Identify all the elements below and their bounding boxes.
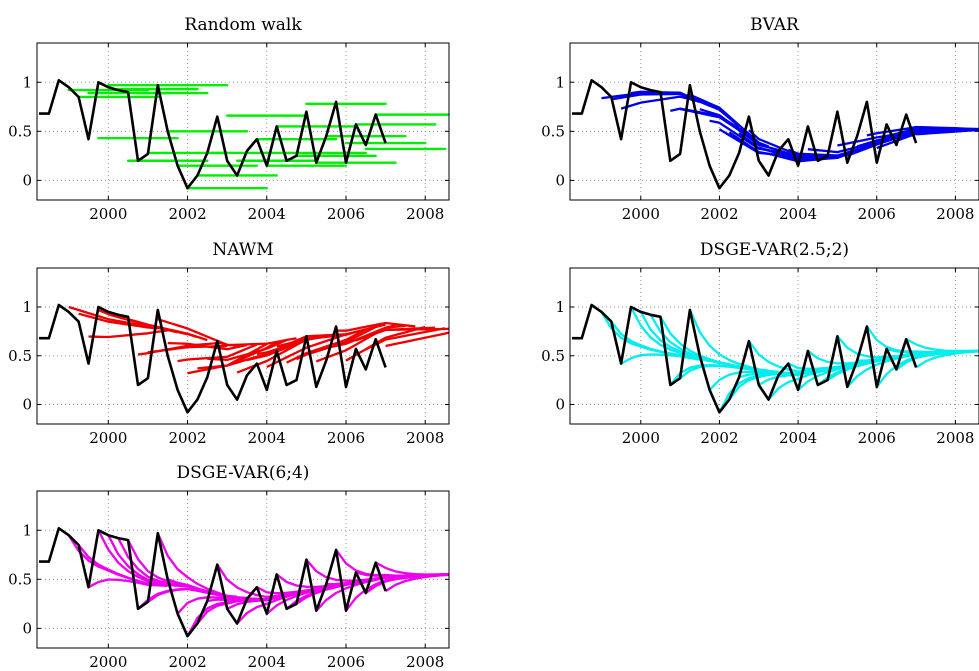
- x-tick-label: 2004: [248, 429, 286, 447]
- forecast-line: [905, 338, 979, 353]
- actual-series-line: [572, 79, 918, 190]
- x-tick-label: 2002: [168, 653, 206, 671]
- axes-frame: [36, 42, 450, 201]
- x-tick-label: 2006: [858, 429, 896, 447]
- x-tick-label: 2002: [700, 429, 738, 447]
- y-tick-label: 0.5: [8, 347, 32, 365]
- chart-panel-1: Random walk 2000 2002 2004 2006 2008 0 0.5 1: [8, 15, 450, 223]
- x-tick-label: 2008: [406, 205, 444, 223]
- forecast-line: [915, 350, 979, 369]
- forecast-series: [600, 306, 979, 413]
- y-tick-label: 0: [22, 619, 32, 637]
- y-tick-label: 0.5: [8, 570, 32, 588]
- axes-frame: [569, 267, 979, 425]
- y-tick-label: 0: [22, 171, 32, 189]
- forecast-line: [610, 320, 691, 359]
- chart-panel-5: DSGE-VAR(6;4) 2000 2002 2004 2006 2008 0 0.5 1: [8, 463, 450, 671]
- forecast-series: [601, 90, 979, 163]
- y-tick-label: 1: [22, 298, 32, 316]
- forecast-line: [77, 544, 158, 586]
- forecast-line: [336, 321, 416, 332]
- axes-frame: [36, 267, 450, 425]
- x-tick-label: 2008: [936, 429, 974, 447]
- x-tick-label: 2002: [168, 429, 206, 447]
- axes-frame: [36, 490, 450, 649]
- forecast-line: [167, 341, 248, 351]
- forecast-line: [916, 128, 979, 136]
- chart-title: DSGE-VAR(2.5;2): [700, 240, 849, 260]
- x-tick-label: 2000: [89, 429, 127, 447]
- forecast-line: [167, 578, 248, 600]
- forecast-line: [87, 578, 168, 589]
- x-tick-label: 2008: [406, 653, 444, 671]
- forecast-line: [216, 337, 297, 347]
- y-tick-label: 1: [555, 298, 565, 316]
- forecast-line: [306, 323, 386, 338]
- y-tick-label: 0: [555, 171, 565, 189]
- x-tick-label: 2006: [327, 653, 365, 671]
- y-tick-label: 0: [22, 396, 32, 414]
- chart-title: NAWM: [212, 240, 273, 260]
- forecast-line: [326, 575, 406, 586]
- forecast-line: [699, 108, 779, 152]
- y-tick-label: 0.5: [541, 347, 565, 365]
- actual-series-line: [572, 303, 918, 414]
- forecast-line: [365, 327, 446, 351]
- x-tick-label: 2008: [936, 205, 974, 223]
- x-tick-label: 2006: [327, 429, 365, 447]
- chart-title: BVAR: [750, 15, 800, 35]
- chart-panel-3: NAWM 2000 2002 2004 2006 2008 0 0.5 1: [8, 240, 450, 447]
- forecast-line: [375, 561, 449, 576]
- chart-panel-4: DSGE-VAR(2.5;2) 2000 2002 2004 2006 2008 0 0.5 1: [541, 240, 979, 447]
- forecast-line: [856, 129, 936, 148]
- chart-title: Random walk: [184, 15, 302, 35]
- forecast-line: [286, 328, 367, 364]
- x-tick-label: 2004: [248, 205, 286, 223]
- x-tick-label: 2002: [168, 205, 206, 223]
- chart-panel-2: BVAR 2000 2002 2004 2006 2008 0 0.5 1: [541, 15, 979, 223]
- actual-series-line: [39, 526, 387, 638]
- x-tick-label: 2000: [622, 205, 660, 223]
- x-tick-label: 2006: [327, 205, 365, 223]
- x-tick-label: 2004: [248, 653, 286, 671]
- y-tick-label: 1: [22, 521, 32, 539]
- forecast-line: [385, 331, 449, 348]
- forecast-line: [127, 318, 208, 342]
- forecast-line: [857, 351, 936, 362]
- y-tick-label: 0.5: [8, 122, 32, 140]
- forecast-line: [660, 92, 740, 128]
- x-tick-label: 2006: [858, 205, 896, 223]
- chart-title: DSGE-VAR(6;4): [177, 463, 310, 483]
- x-tick-label: 2008: [406, 429, 444, 447]
- actual-series-line: [39, 79, 387, 190]
- forecast-line: [68, 305, 149, 328]
- forecast-line: [157, 318, 238, 347]
- y-tick-label: 0: [555, 396, 565, 414]
- forecast-line: [620, 353, 701, 365]
- y-tick-label: 0.5: [541, 122, 565, 140]
- forecast-line: [699, 354, 779, 373]
- forecast-line: [177, 343, 258, 363]
- y-tick-label: 1: [555, 73, 565, 91]
- x-tick-label: 2000: [622, 429, 660, 447]
- forecast-series: [67, 83, 449, 190]
- y-tick-label: 1: [22, 73, 32, 91]
- x-tick-label: 2004: [779, 205, 817, 223]
- forecast-line: [689, 93, 770, 148]
- x-tick-label: 2002: [700, 205, 738, 223]
- forecast-line: [384, 573, 449, 593]
- forecast-line: [375, 327, 449, 335]
- axes-frame: [569, 42, 979, 201]
- x-tick-label: 2000: [89, 205, 127, 223]
- actual-series-line: [39, 303, 387, 414]
- x-tick-label: 2000: [89, 653, 127, 671]
- forecast-line: [905, 125, 979, 131]
- x-tick-label: 2004: [779, 429, 817, 447]
- forecast-line: [78, 312, 158, 330]
